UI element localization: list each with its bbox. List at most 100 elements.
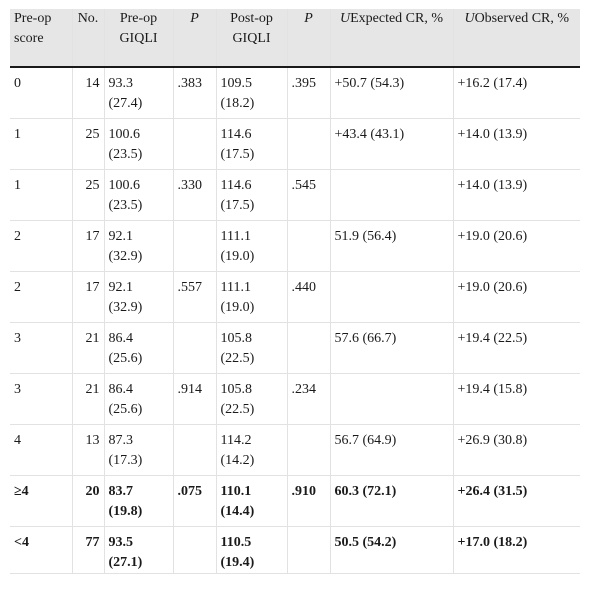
cell-obs: +19.0 (20.6): [452, 271, 580, 323]
cell-no: 21: [71, 322, 104, 374]
cell-p1: [172, 526, 216, 574]
cell-pre: 87.3 (17.3): [103, 424, 173, 476]
header-count: No.: [71, 9, 104, 68]
cell-score: 2: [10, 220, 72, 272]
cell-exp: 51.9 (56.4): [329, 220, 453, 272]
cell-p2: [286, 526, 330, 574]
cell-obs: +19.0 (20.6): [452, 220, 580, 272]
cell-no: 21: [71, 373, 104, 425]
cell-score: 3: [10, 373, 72, 425]
cell-score: 2: [10, 271, 72, 323]
cell-no: 17: [71, 220, 104, 272]
table-body: 0 14 93.3 (27.4) .383 109.5 (18.2) .395 +50.7 …: [10, 67, 580, 574]
header-preop-giqli: Pre-op GIQLI: [103, 9, 173, 68]
cell-score: 1: [10, 118, 72, 170]
cell-p2: .910: [286, 475, 330, 527]
table-row: 4 13 87.3 (17.3) 114.2 (14.2) 56.7 (64.9) +26…: [10, 424, 580, 476]
cell-score: 4: [10, 424, 72, 476]
cell-exp: 56.7 (64.9): [329, 424, 453, 476]
cell-obs: +16.2 (17.4): [452, 67, 580, 119]
cell-pre: 93.3 (27.4): [103, 67, 173, 119]
cell-post: 111.1 (19.0): [215, 271, 287, 323]
cell-obs: +26.9 (30.8): [452, 424, 580, 476]
table-row: ≥4 20 83.7 (19.8) .075 110.1 (14.4) .910 60.3 …: [10, 475, 580, 527]
cell-post: 110.1 (14.4): [215, 475, 287, 527]
p2-label: P: [304, 11, 313, 26]
table-row: 3 21 86.4 (25.6) 105.8 (22.5) 57.6 (66.7) +19…: [10, 322, 580, 374]
cell-post: 114.2 (14.2): [215, 424, 287, 476]
cell-pre: 92.1 (32.9): [103, 271, 173, 323]
cell-p1: .075: [172, 475, 216, 527]
cell-p1: .914: [172, 373, 216, 425]
cell-p2: .545: [286, 169, 330, 221]
header-row: Pre-op score No. Pre-op GIQLI P Post-op …: [10, 9, 580, 68]
cell-pre: 100.6 (23.5): [103, 169, 173, 221]
header-preop-score: Pre-op score: [10, 9, 72, 68]
cell-no: 13: [71, 424, 104, 476]
cell-exp: 60.3 (72.1): [329, 475, 453, 527]
cell-pre: 93.5 (27.1): [103, 526, 173, 574]
header-p-value-2: P: [286, 9, 330, 68]
cell-p2: [286, 322, 330, 374]
cell-p2: [286, 424, 330, 476]
cell-score: 0: [10, 67, 72, 119]
cell-p2: [286, 118, 330, 170]
cell-exp: [329, 271, 453, 323]
table-row: 2 17 92.1 (32.9) .557 111.1 (19.0) .440 +19.0 …: [10, 271, 580, 323]
cell-post: 114.6 (17.5): [215, 118, 287, 170]
header-expected-cr: UExpected CR, %: [329, 9, 453, 68]
table-row: 2 17 92.1 (32.9) 111.1 (19.0) 51.9 (56.4) +19…: [10, 220, 580, 272]
cell-p1: .383: [172, 67, 216, 119]
header-observed-cr: UObserved CR, %: [452, 9, 580, 68]
cell-exp: [329, 373, 453, 425]
table-row: 1 25 100.6 (23.5) 114.6 (17.5) +43.4 (43.1) +…: [10, 118, 580, 170]
cell-obs: +14.0 (13.9): [452, 118, 580, 170]
cell-p1: .330: [172, 169, 216, 221]
cell-pre: 86.4 (25.6): [103, 373, 173, 425]
cell-pre: 83.7 (19.8): [103, 475, 173, 527]
cell-post: 110.5 (19.4): [215, 526, 287, 574]
cell-p1: .557: [172, 271, 216, 323]
cell-exp: 57.6 (66.7): [329, 322, 453, 374]
cell-no: 77: [71, 526, 104, 574]
cell-post: 105.8 (22.5): [215, 322, 287, 374]
cell-exp: +43.4 (43.1): [329, 118, 453, 170]
cell-no: 17: [71, 271, 104, 323]
cell-obs: +26.4 (31.5): [452, 475, 580, 527]
cell-obs: +14.0 (13.9): [452, 169, 580, 221]
cell-no: 25: [71, 169, 104, 221]
observed-label: Observed CR, %: [474, 11, 570, 26]
cell-pre: 92.1 (32.9): [103, 220, 173, 272]
cell-post: 114.6 (17.5): [215, 169, 287, 221]
header-postop-giqli: Post-op GIQLI: [215, 9, 287, 68]
cell-exp: [329, 169, 453, 221]
cell-score: 3: [10, 322, 72, 374]
expected-label: Expected CR, %: [350, 11, 444, 26]
cell-exp: +50.7 (54.3): [329, 67, 453, 119]
cell-obs: +17.0 (18.2): [452, 526, 580, 574]
table-row: <4 77 93.5 (27.1) 110.5 (19.4) 50.5 (54.2) +1…: [10, 526, 580, 574]
cell-p1: [172, 220, 216, 272]
cell-score: 1: [10, 169, 72, 221]
cell-score: <4: [10, 526, 72, 574]
cell-p2: .395: [286, 67, 330, 119]
cell-p1: [172, 322, 216, 374]
cell-exp: 50.5 (54.2): [329, 526, 453, 574]
results-table: Pre-op score No. Pre-op GIQLI P Post-op …: [10, 9, 580, 574]
cell-p1: [172, 424, 216, 476]
cell-pre: 100.6 (23.5): [103, 118, 173, 170]
p1-label: P: [190, 11, 199, 26]
cell-no: 25: [71, 118, 104, 170]
header-p-value-1: P: [172, 9, 216, 68]
cell-no: 14: [71, 67, 104, 119]
cell-post: 111.1 (19.0): [215, 220, 287, 272]
observed-u: U: [464, 11, 475, 26]
cell-p2: [286, 220, 330, 272]
cell-p1: [172, 118, 216, 170]
table-row: 0 14 93.3 (27.4) .383 109.5 (18.2) .395 +50.7 …: [10, 67, 580, 119]
cell-no: 20: [71, 475, 104, 527]
cell-p2: .440: [286, 271, 330, 323]
cell-score: ≥4: [10, 475, 72, 527]
cell-pre: 86.4 (25.6): [103, 322, 173, 374]
table-row: 1 25 100.6 (23.5) .330 114.6 (17.5) .545 +14.0…: [10, 169, 580, 221]
